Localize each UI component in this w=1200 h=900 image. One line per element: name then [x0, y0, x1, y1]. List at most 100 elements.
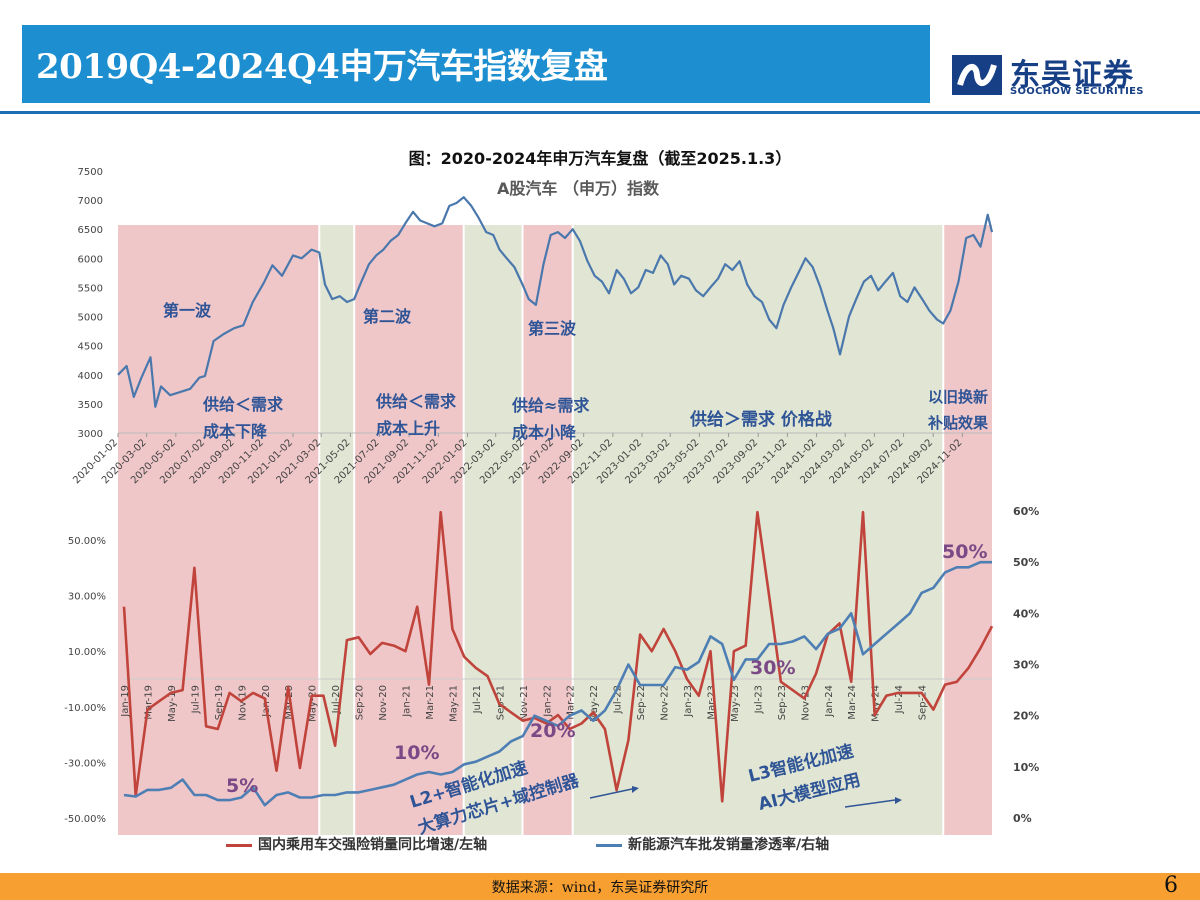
x-month-tick-label: Jul-21 [472, 685, 483, 714]
region-note: 以旧换新 [928, 388, 988, 406]
region-note: 成本下降 [203, 422, 268, 441]
x-month-tick-label: Sep-21 [495, 685, 506, 720]
x-month-tick-label: May-23 [730, 685, 741, 722]
y-right-tick-label: 10% [1013, 761, 1039, 774]
x-month-tick-label: Jan-19 [120, 685, 131, 718]
region-note: 补贴效果 [927, 414, 989, 432]
x-month-tick-label: Mar-21 [425, 685, 436, 720]
y-tick-label: 7500 [78, 167, 103, 178]
data-source: 数据来源：wind，东吴证券研究所 [491, 880, 709, 896]
x-month-tick-label: Nov-20 [378, 685, 389, 721]
header-bar: 2019Q4-2024Q4申万汽车指数复盘 [22, 25, 930, 103]
page-title: 2019Q4-2024Q4申万汽车指数复盘 [36, 47, 608, 87]
y-tick-label: 5500 [78, 283, 103, 294]
x-month-tick-label: Sep-22 [636, 685, 647, 720]
x-month-tick-label: Nov-23 [800, 685, 811, 721]
y-tick-label: 3000 [78, 429, 103, 440]
region-note: 成本小降 [512, 423, 577, 442]
x-month-tick-label: Jul-19 [190, 685, 201, 714]
penetration-label: 5% [226, 775, 258, 797]
legend-swatch-red [226, 843, 252, 847]
y-left-tick-label: 50.00% [68, 536, 106, 547]
y-right-tick-label: 0% [1013, 812, 1032, 825]
region-band-green [463, 225, 523, 835]
region-note: 供给＜需求 [375, 392, 457, 411]
region-band-green [572, 225, 944, 835]
x-month-tick-label: Sep-19 [214, 685, 225, 720]
x-month-tick-label: Nov-22 [660, 685, 671, 721]
x-month-tick-label: Nov-21 [519, 685, 530, 721]
x-month-tick-label: Sep-23 [777, 685, 788, 720]
y-tick-label: 3500 [78, 400, 103, 411]
y-right-tick-label: 40% [1013, 607, 1039, 620]
legend-label: 新能源汽车批发销量渗透率/右轴 [628, 837, 830, 853]
x-month-tick-label: Sep-20 [355, 685, 366, 720]
y-tick-label: 4000 [78, 371, 103, 382]
region-note: 供给＞需求 价格战 [689, 409, 832, 430]
x-month-tick-label: Jul-20 [331, 685, 342, 714]
x-month-tick-label: Jul-22 [613, 685, 624, 714]
x-month-tick-label: Jul-24 [894, 685, 905, 714]
y-tick-label: 4500 [78, 342, 103, 353]
region-band-green [319, 225, 355, 835]
x-month-tick-label: Jan-21 [402, 685, 413, 718]
penetration-label: 20% [530, 720, 575, 742]
y-left-tick-label: -30.00% [64, 758, 106, 769]
wave-label: 第二波 [363, 307, 412, 326]
region-band-pink [354, 225, 464, 835]
x-month-tick-label: May-22 [589, 685, 600, 722]
y-right-tick-label: 20% [1013, 710, 1039, 723]
footer-bar: 数据来源：wind，东吴证券研究所 6 [0, 873, 1200, 900]
region-band-pink [118, 225, 320, 835]
y-tick-label: 6000 [78, 254, 103, 265]
x-month-tick-label: Mar-23 [706, 685, 717, 720]
x-month-tick-label: Mar-24 [847, 685, 858, 720]
page-number: 6 [1164, 873, 1178, 898]
sales-growth-line [122, 510, 994, 803]
region-note: 供给＜需求 [202, 395, 284, 414]
header-divider [0, 111, 1200, 114]
nev-penetration-line [123, 560, 992, 807]
soochow-logo-icon [952, 55, 1002, 95]
x-month-tick-label: May-19 [167, 685, 178, 722]
penetration-label: 50% [942, 541, 987, 563]
y-left-tick-label: 10.00% [68, 647, 106, 658]
y-left-tick-label: -50.00% [64, 814, 106, 825]
x-month-tick-label: May-21 [448, 685, 459, 722]
trend-arrow-head [895, 797, 902, 804]
trend-arrow [844, 799, 896, 808]
chart-area: 3000 3500 4000 4500 5000 5500 6000 6500 7000 7500… [64, 167, 1039, 839]
y-right-tick-label: 50% [1013, 556, 1039, 569]
x-month-tick-label: Mar-19 [143, 685, 154, 720]
index-series-line [117, 196, 994, 408]
x-month-tick-label: May-20 [308, 685, 319, 722]
region-band-pink [943, 225, 992, 835]
legend-item-nev-penetration: 新能源汽车批发销量渗透率/右轴 [596, 834, 829, 854]
x-month-tick-label: Jan-23 [683, 685, 694, 718]
penetration-label: 10% [394, 742, 439, 764]
trend-arrow-head [632, 786, 639, 793]
index-chart-title: A股汽车 （申万）指数 [497, 179, 660, 198]
legend-label: 国内乘用车交强险销量同比增速/左轴 [258, 837, 488, 853]
x-month-tick-label: Jan-24 [824, 685, 835, 718]
region-note: 成本上升 [376, 419, 440, 438]
logo-name-en: SOOCHOW SECURITIES [1010, 86, 1144, 97]
region-note: 供给≈需求 [511, 396, 590, 415]
y-tick-label: 6500 [78, 225, 103, 236]
y-left-tick-label: 30.00% [68, 592, 106, 603]
y-right-tick-label: 30% [1013, 659, 1039, 672]
x-month-tick-label: Nov-19 [237, 685, 248, 721]
legend-item-sales-growth: 国内乘用车交强险销量同比增速/左轴 [226, 834, 487, 854]
y-left-tick-label: -10.00% [64, 703, 106, 714]
y-tick-label: 5000 [78, 313, 103, 324]
x-month-tick-label: Mar-22 [566, 685, 577, 720]
region-band-pink [522, 225, 573, 835]
y-tick-label: 7000 [78, 196, 103, 207]
wave-label: 第三波 [528, 319, 577, 338]
x-month-tick-label: Jan-22 [542, 685, 553, 718]
legend-swatch-blue [596, 843, 622, 847]
x-month-tick-label: May-24 [871, 685, 882, 722]
penetration-label: 30% [750, 657, 795, 679]
company-logo: 东吴证券 SOOCHOW SECURITIES [952, 50, 1152, 100]
logo-name-cn: 东吴证券 [1010, 58, 1134, 93]
